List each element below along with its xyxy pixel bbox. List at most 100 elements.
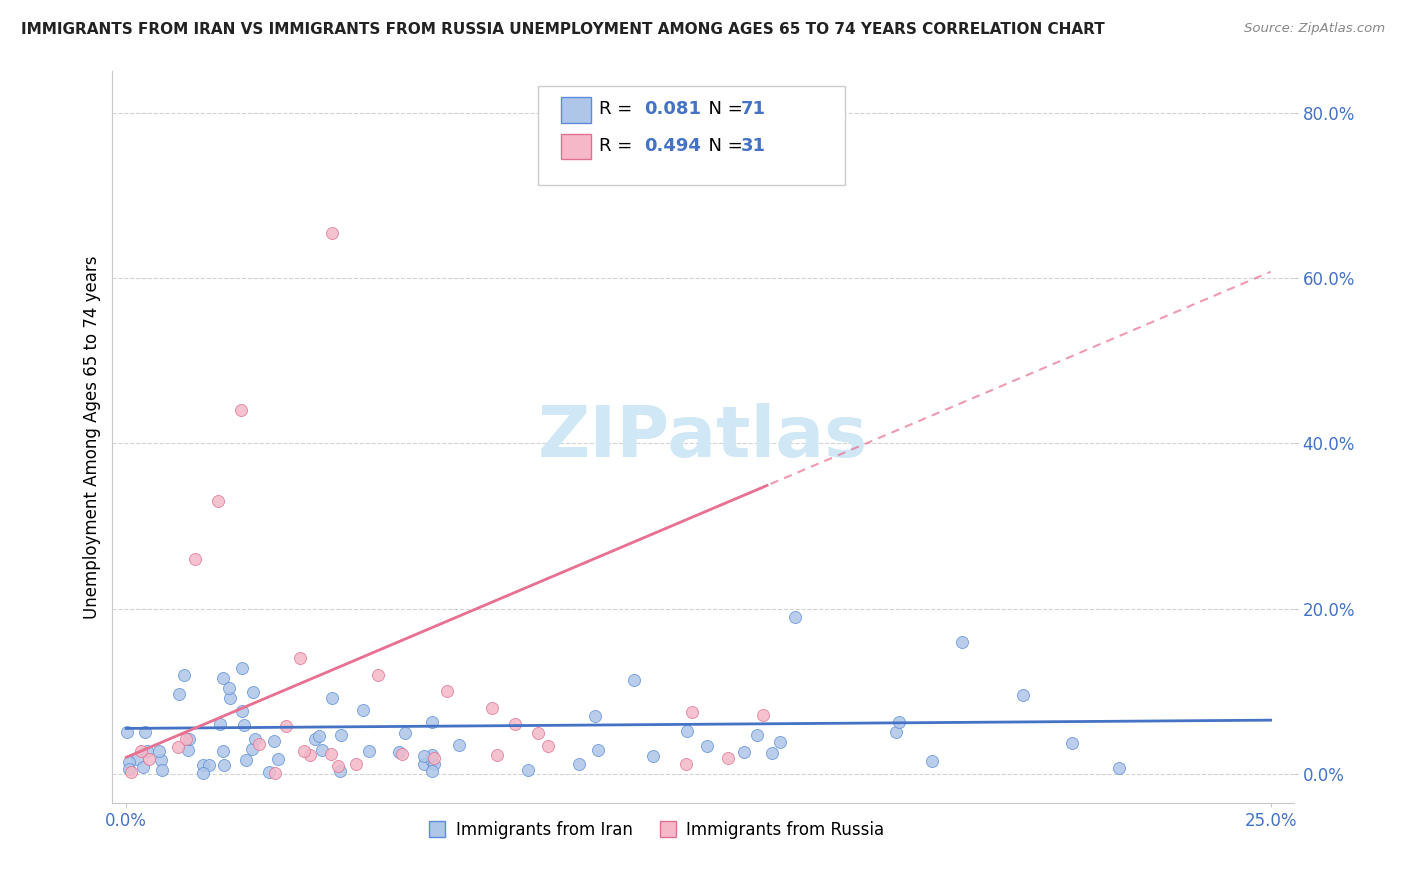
Point bbox=[235, 753, 257, 767]
Point bbox=[176, 732, 198, 747]
Point bbox=[231, 704, 253, 718]
Point bbox=[423, 751, 446, 765]
Point bbox=[117, 762, 139, 776]
Point bbox=[1012, 688, 1035, 702]
Point bbox=[243, 731, 266, 746]
Point bbox=[681, 705, 703, 719]
Point bbox=[259, 765, 281, 780]
Point bbox=[240, 741, 263, 756]
Point bbox=[191, 758, 214, 772]
Point bbox=[118, 756, 141, 770]
Point bbox=[120, 765, 142, 780]
Point bbox=[346, 756, 368, 771]
Point bbox=[352, 703, 374, 717]
Point bbox=[138, 751, 160, 765]
Point bbox=[115, 724, 138, 739]
Point bbox=[148, 744, 170, 758]
Point bbox=[198, 757, 221, 772]
Legend: Immigrants from Iran, Immigrants from Russia: Immigrants from Iran, Immigrants from Ru… bbox=[420, 814, 891, 846]
Point bbox=[326, 758, 349, 772]
Point bbox=[623, 673, 645, 687]
Point bbox=[132, 759, 155, 773]
Point bbox=[212, 758, 235, 772]
Point bbox=[299, 748, 322, 763]
Point bbox=[769, 735, 792, 749]
Point bbox=[733, 745, 755, 759]
Point bbox=[329, 728, 352, 742]
FancyBboxPatch shape bbox=[561, 97, 591, 122]
Point bbox=[191, 766, 214, 780]
Point bbox=[177, 743, 200, 757]
Point bbox=[413, 757, 436, 772]
Point bbox=[1060, 736, 1083, 750]
Point bbox=[717, 751, 740, 765]
Point bbox=[359, 744, 381, 758]
Point bbox=[447, 738, 470, 752]
Point bbox=[150, 763, 173, 777]
Point bbox=[367, 667, 389, 681]
Point bbox=[485, 748, 508, 763]
Point bbox=[242, 685, 264, 699]
Point bbox=[583, 709, 606, 723]
Point bbox=[436, 684, 458, 698]
Point bbox=[412, 749, 434, 764]
Point bbox=[134, 725, 156, 739]
Point bbox=[420, 764, 443, 779]
Point bbox=[207, 494, 229, 508]
Text: N =: N = bbox=[697, 137, 748, 155]
Point bbox=[229, 403, 252, 417]
Point bbox=[231, 661, 253, 675]
Point bbox=[209, 716, 232, 731]
Point bbox=[177, 732, 200, 747]
Point bbox=[643, 749, 665, 764]
Point bbox=[263, 734, 285, 748]
Text: 71: 71 bbox=[741, 101, 766, 119]
Point bbox=[761, 746, 783, 760]
Point bbox=[676, 723, 699, 738]
Point bbox=[125, 752, 148, 766]
Text: IMMIGRANTS FROM IRAN VS IMMIGRANTS FROM RUSSIA UNEMPLOYMENT AMONG AGES 65 TO 74 : IMMIGRANTS FROM IRAN VS IMMIGRANTS FROM … bbox=[21, 22, 1105, 37]
Point bbox=[420, 755, 443, 769]
Point bbox=[516, 764, 538, 778]
Point bbox=[274, 719, 297, 733]
Text: N =: N = bbox=[697, 101, 748, 119]
Point bbox=[394, 726, 416, 740]
Point bbox=[675, 757, 697, 772]
Point bbox=[884, 725, 907, 739]
Point bbox=[212, 671, 235, 685]
Point bbox=[167, 687, 190, 701]
Point bbox=[747, 728, 769, 742]
Text: 31: 31 bbox=[741, 137, 766, 155]
Point bbox=[321, 690, 343, 705]
Point bbox=[783, 610, 806, 624]
Point bbox=[311, 743, 333, 757]
Point bbox=[527, 725, 550, 739]
Point bbox=[329, 764, 352, 778]
Point bbox=[308, 729, 330, 743]
Point bbox=[887, 715, 910, 730]
Point bbox=[752, 707, 775, 722]
Text: ZIPatlas: ZIPatlas bbox=[538, 402, 868, 472]
Point bbox=[423, 757, 446, 772]
Y-axis label: Unemployment Among Ages 65 to 74 years: Unemployment Among Ages 65 to 74 years bbox=[83, 255, 101, 619]
Point bbox=[391, 747, 413, 761]
Point bbox=[233, 718, 256, 732]
Point bbox=[420, 714, 443, 729]
Point bbox=[288, 651, 311, 665]
Point bbox=[136, 744, 159, 758]
Point bbox=[173, 668, 195, 682]
Point bbox=[536, 739, 558, 753]
Point bbox=[218, 681, 240, 695]
Point bbox=[131, 744, 153, 758]
Point bbox=[588, 743, 610, 757]
Point bbox=[247, 737, 270, 751]
Text: 0.081: 0.081 bbox=[644, 101, 702, 119]
Point bbox=[167, 739, 190, 754]
Text: 0.494: 0.494 bbox=[644, 137, 700, 155]
Point bbox=[263, 766, 285, 780]
Point bbox=[267, 752, 290, 766]
Point bbox=[388, 745, 411, 759]
Point bbox=[420, 747, 443, 762]
Point bbox=[921, 755, 943, 769]
FancyBboxPatch shape bbox=[561, 134, 591, 159]
